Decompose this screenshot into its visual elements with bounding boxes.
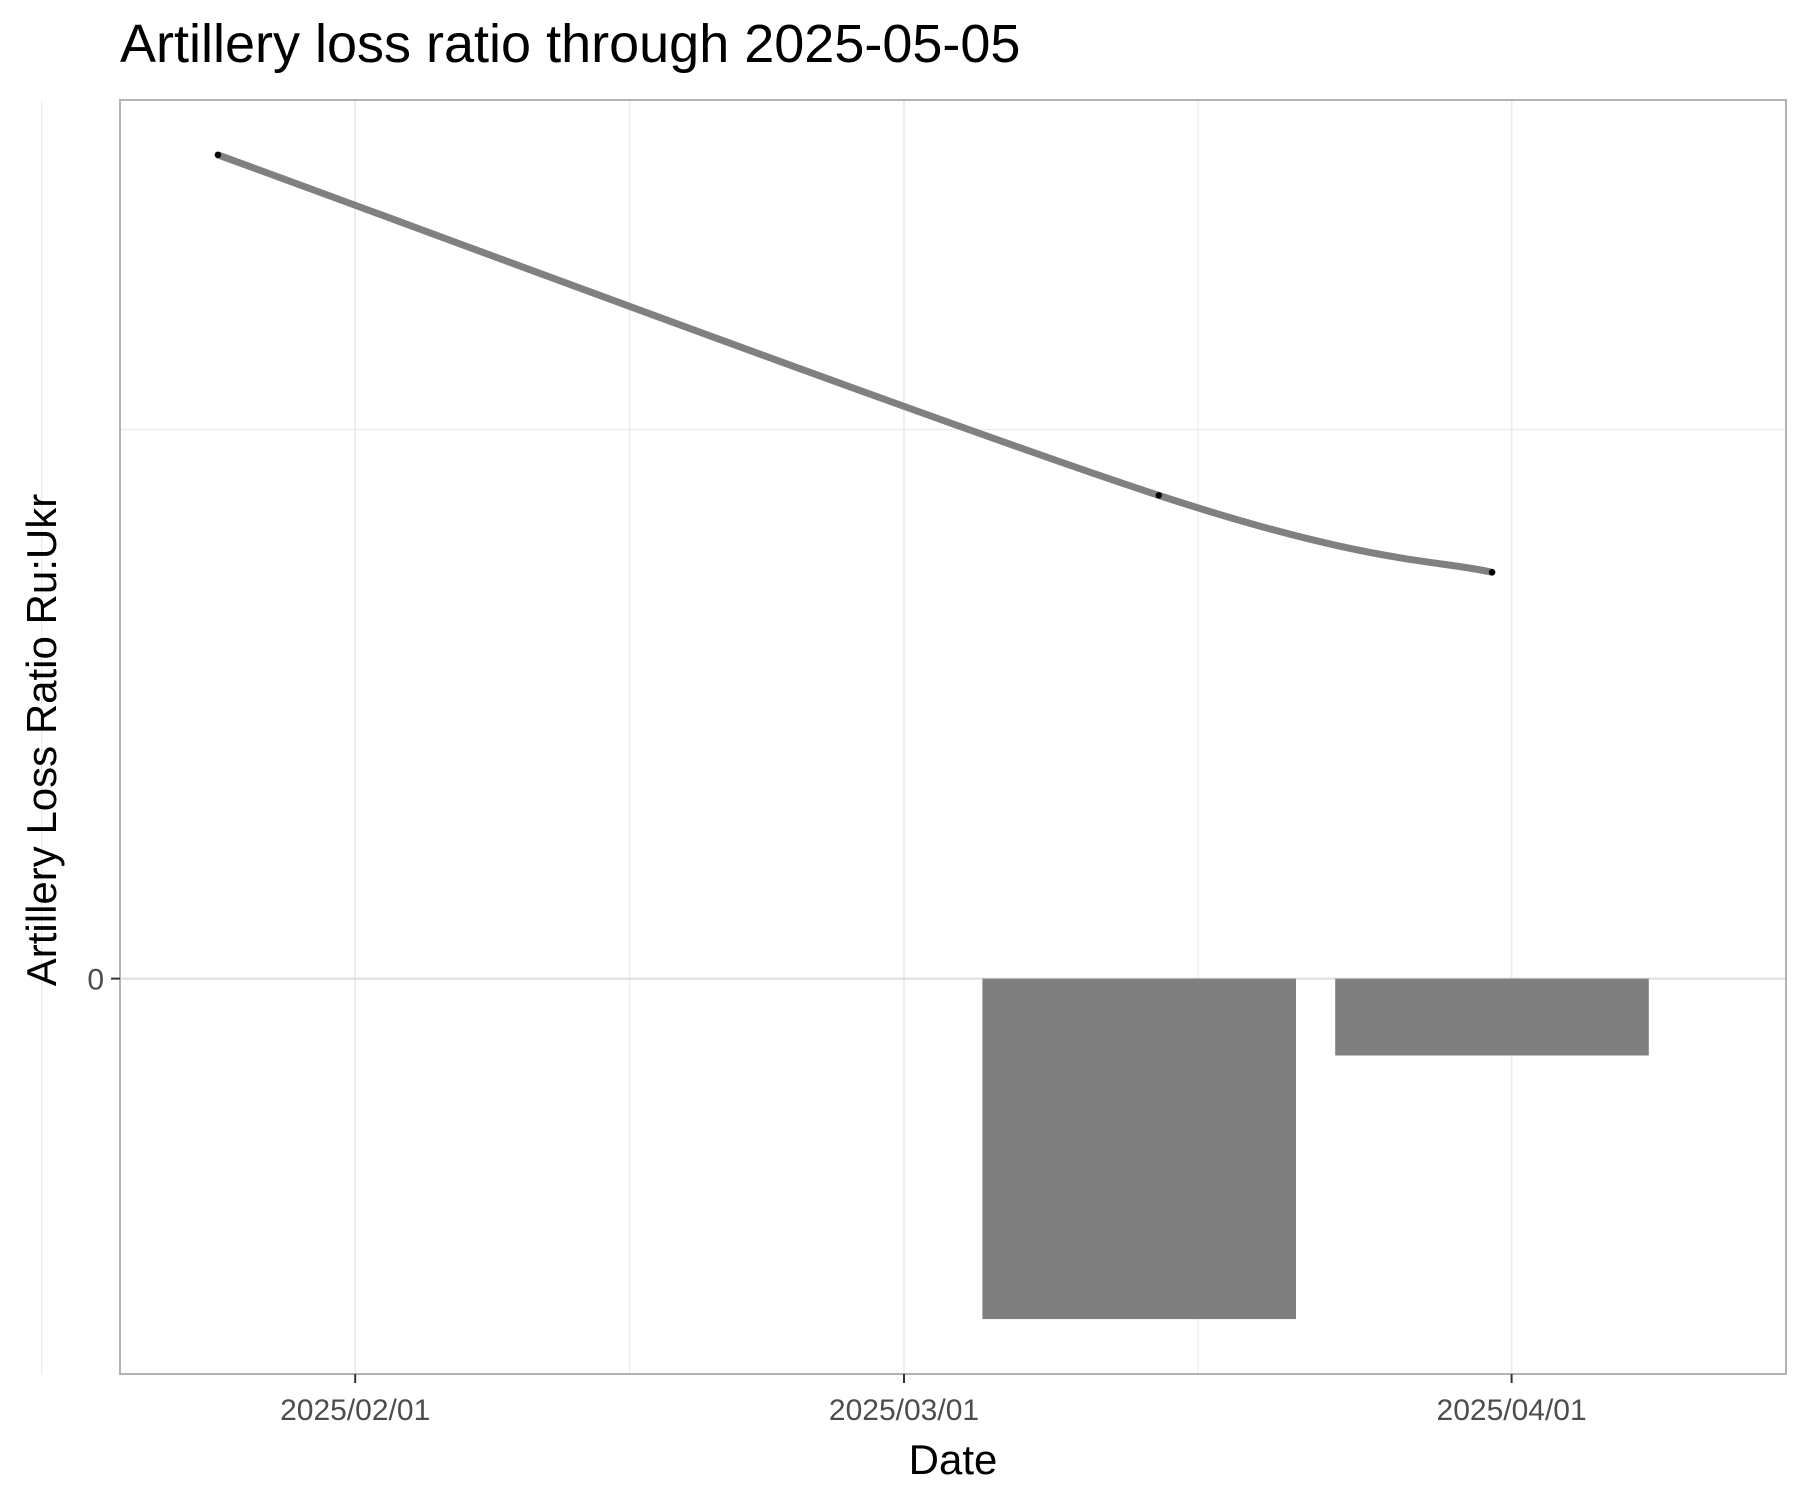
grid-lines <box>40 100 1786 1374</box>
x-tick-label: 2025/02/01 <box>280 1394 430 1427</box>
line-series <box>214 151 1496 576</box>
data-point <box>1155 492 1163 499</box>
trend-line <box>214 151 1496 576</box>
x-tick-label: 2025/04/01 <box>1437 1394 1587 1427</box>
bar <box>982 978 1296 1320</box>
plot-panel <box>119 99 1787 1375</box>
line-points <box>214 151 1496 576</box>
data-point <box>1488 569 1496 576</box>
y-axis-ticks: 0 <box>87 964 120 997</box>
chart-title: Artillery loss ratio through 2025-05-05 <box>120 14 1020 74</box>
x-axis-title: Date <box>909 1436 998 1483</box>
y-tick-label: 0 <box>87 964 104 997</box>
x-tick-label: 2025/03/01 <box>829 1394 979 1427</box>
bar <box>1335 978 1649 1056</box>
data-point <box>214 151 222 159</box>
bar-series <box>982 978 1649 1320</box>
y-axis-title: Artillery Loss Ratio Ru:Ukr <box>18 494 65 986</box>
x-axis-ticks: 2025/02/01 2025/03/01 2025/04/01 <box>280 1374 1587 1427</box>
